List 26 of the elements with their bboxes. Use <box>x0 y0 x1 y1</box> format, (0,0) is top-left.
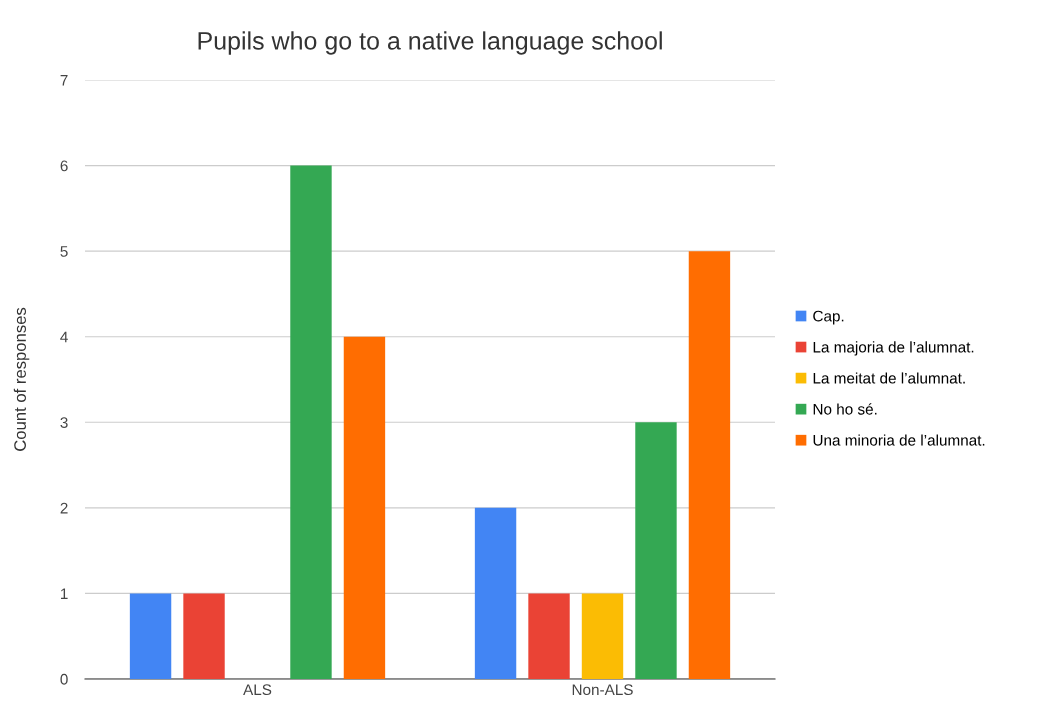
bar <box>581 593 624 679</box>
chart-title: Pupils who go to a native language school <box>198 31 662 55</box>
bar <box>688 251 731 679</box>
bar <box>129 593 172 679</box>
bar <box>343 336 386 679</box>
x-tick-label: Non-ALS <box>572 684 633 696</box>
bar <box>183 593 225 679</box>
legend-label: No ho sé. <box>813 403 877 415</box>
legend-label: Cap. <box>813 310 844 325</box>
legend-label: Una minoria de l’alumnat. <box>813 434 985 446</box>
bar <box>635 422 677 679</box>
y-tick-label: 6 <box>60 160 68 172</box>
bar <box>474 507 517 679</box>
y-tick-label: 5 <box>60 246 68 257</box>
y-tick-label: 0 <box>60 673 68 685</box>
y-tick-label: 2 <box>60 502 68 514</box>
y-tick-label: 7 <box>60 75 68 86</box>
y-tick-label: 1 <box>61 588 68 599</box>
x-tick-label: ALS <box>243 684 272 696</box>
legend-label: La meitat de l’alumnat. <box>813 372 965 384</box>
y-tick-label: 3 <box>60 417 68 428</box>
bar <box>290 165 332 679</box>
legend-label: La majoria de l’alumnat. <box>813 341 974 356</box>
bar <box>528 593 570 679</box>
y-axis-title: Count of responses <box>13 307 30 451</box>
y-tick-label: 4 <box>60 331 68 343</box>
